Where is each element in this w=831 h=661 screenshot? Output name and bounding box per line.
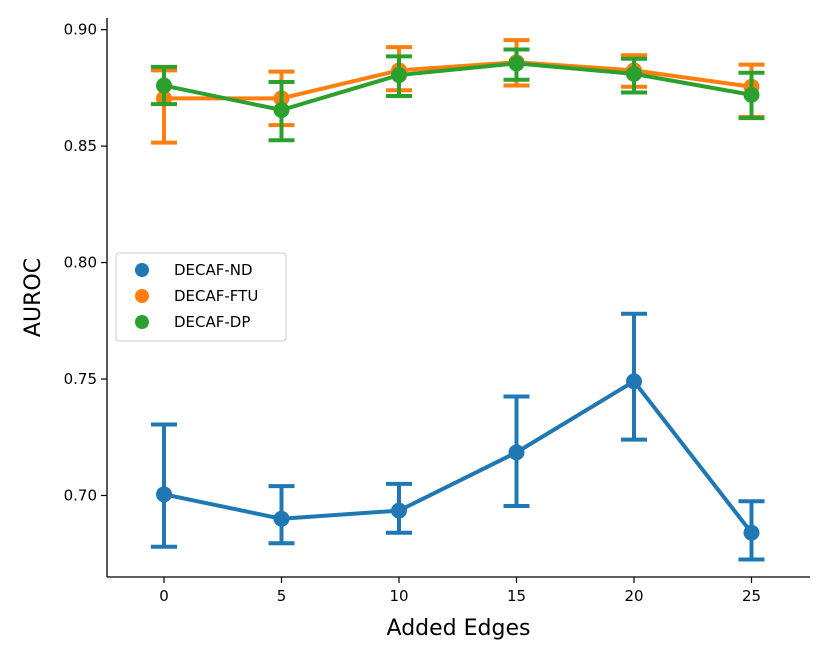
y-tick-label: 0.85: [64, 137, 97, 155]
legend-marker: [135, 289, 149, 303]
data-point: [626, 65, 642, 82]
x-axis: 0 5 10 15 20 25: [107, 576, 810, 605]
data-point: [743, 524, 760, 541]
x-tick-label: 15: [507, 587, 526, 605]
series-decaf-nd: [151, 311, 765, 562]
x-tick-label: 5: [277, 587, 287, 605]
series-layer: [151, 38, 765, 562]
y-tick-label: 0.75: [64, 370, 97, 388]
legend-label: DECAF-ND: [174, 261, 253, 279]
legend: DECAF-ND DECAF-FTU DECAF-DP: [115, 252, 287, 342]
data-point: [273, 102, 290, 119]
y-tick-label: 0.80: [64, 254, 97, 272]
legend-label: DECAF-DP: [174, 313, 250, 331]
series-decaf-ftu: [151, 38, 765, 145]
y-axis: 0.70 0.75 0.80 0.85 0.90: [64, 18, 108, 577]
data-point: [508, 55, 525, 72]
data-point: [156, 486, 172, 503]
legend-box: [115, 252, 287, 342]
x-tick-label: 20: [624, 587, 643, 605]
y-tick-label: 0.70: [64, 486, 97, 504]
x-tick-label: 10: [389, 587, 408, 605]
plot-area: 0.70 0.75 0.80 0.85 0.90 0 5 10 15 20 25: [64, 18, 810, 605]
series-line: [163, 61, 752, 113]
series-line: [164, 60, 752, 101]
x-tick-label: 25: [742, 587, 761, 605]
data-point: [156, 77, 172, 94]
data-point: [273, 510, 290, 527]
legend-label: DECAF-FTU: [174, 287, 258, 305]
data-point: [508, 444, 525, 461]
data-point: [391, 67, 407, 84]
legend-marker: [135, 263, 149, 277]
legend-marker: [135, 315, 149, 329]
data-point: [743, 86, 760, 103]
series-decaf-dp: [151, 47, 765, 143]
x-axis-title: Added Edges: [387, 616, 531, 641]
x-tick-label: 0: [159, 587, 169, 605]
data-point: [391, 502, 407, 519]
y-axis-title: AUROC: [21, 258, 46, 337]
data-point: [626, 373, 642, 390]
y-tick-label: 0.90: [64, 21, 97, 39]
series-line: [163, 379, 754, 534]
